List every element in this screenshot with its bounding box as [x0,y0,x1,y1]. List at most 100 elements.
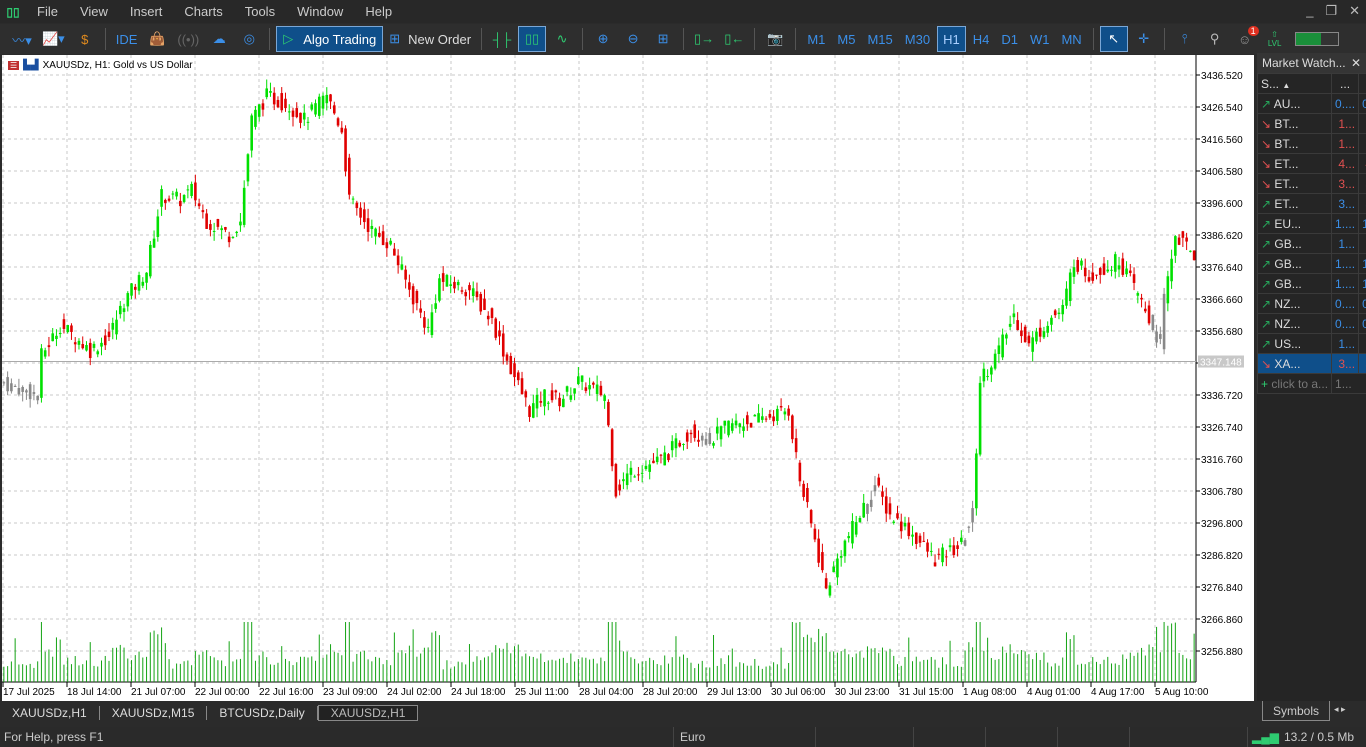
candle-body [520,378,524,395]
ask-value: 1.... [1358,273,1366,294]
menu-help[interactable]: Help [365,4,393,19]
ide-button[interactable]: IDE [115,31,138,47]
ask-value: 1.... [1358,253,1366,274]
market-watch-row[interactable]: ↘ XA... 3...3... [1256,353,1366,374]
close-icon[interactable]: ✕ [1349,3,1360,18]
menu-view[interactable]: View [79,4,108,19]
timeframe-h4[interactable]: H4 [972,31,990,47]
symbol-name: BT... [1274,116,1299,131]
market-watch-row[interactable]: ↗ GB... 1....1.... [1256,273,1366,294]
column-symbol[interactable]: S... ▲ [1256,73,1333,94]
connection-signal-icon: ▂▄▆ [1252,730,1279,744]
candle-body [404,269,407,280]
timeframe-m15[interactable]: M15 [867,31,893,47]
menu-file[interactable]: File [37,4,58,19]
cursor-icon[interactable]: ↖ [1099,26,1128,52]
candle-body [1106,269,1110,272]
menu-tools[interactable]: Tools [244,4,276,19]
market-watch-row[interactable]: ↗ NZ... 0....0.... [1256,313,1366,334]
time-tick-label: 23 Jul 09:00 [323,687,378,698]
tab-btcusdz-daily[interactable]: BTCUSDz,Daily [207,706,318,720]
tab-xauusdz-h1[interactable]: XAUUSDz,H1 [0,706,100,720]
market-watch-row[interactable]: ↗ AU... 0....0.... [1256,93,1366,114]
restore-icon[interactable]: ❐ [1325,3,1338,18]
candle-body [1132,274,1136,283]
indicators-dropdown-icon[interactable]: 📈▾ [42,31,65,46]
zoom-out-icon[interactable]: ⊖ [627,31,639,46]
algo-trading-label: Algo Trading [303,31,377,47]
bid-value: 3... [1331,353,1360,374]
timeframe-d1[interactable]: D1 [1001,31,1018,47]
close-icon[interactable]: ✕ [1350,56,1361,70]
minimize-icon[interactable]: _ [1306,3,1314,18]
timeframe-m5[interactable]: M5 [837,31,856,47]
market-watch-row[interactable]: ↘ BT... 1...1... [1256,133,1366,154]
vertical-line-icon[interactable]: ⫯ [1181,31,1188,46]
candle-body [411,286,415,305]
menu-icon[interactable]: ☰ [8,61,20,70]
zoom-in-icon[interactable]: ⊕ [597,31,609,46]
market-watch-row[interactable]: ↗ EU... 1....1.... [1256,213,1366,234]
cloud-icon[interactable]: ☁ [212,31,226,46]
dollar-icon[interactable]: $ [81,31,89,47]
algo-trading-button[interactable]: ▷ Algo Trading [276,26,384,52]
timeframe-m30[interactable]: M30 [904,31,931,47]
autoscroll-icon[interactable]: ▯← [724,31,745,46]
candlestick-chart[interactable]: 3436.520 3426.540 3416.560 3406.580 3396.600… [2,55,1254,701]
candle-body [269,90,272,93]
candle-body [235,231,238,234]
search-icon[interactable]: ⚲ [1209,31,1220,46]
market-watch-row[interactable]: ↘ BT... 1...1... [1256,113,1366,134]
add-symbol-row[interactable]: + click to a... 1... [1256,373,1366,394]
market-watch-row[interactable]: ↗ NZ... 0....0.... [1256,293,1366,314]
candle-body [175,191,178,197]
crosshair-icon[interactable]: ✛ [1138,31,1150,46]
menu-insert[interactable]: Insert [129,4,163,19]
market-watch-row[interactable]: ↗ GB... 1....1.... [1256,253,1366,274]
market-watch-row[interactable]: ↗ GB... 1...1... [1256,233,1366,254]
tab-xauusdz-h1-active[interactable]: XAUUSDz,H1 [317,705,419,721]
vps-icon[interactable]: ◎ [243,31,255,46]
menu-charts[interactable]: Charts [184,4,223,19]
chart-shift-icon[interactable]: ▯→ [694,31,715,46]
market-watch-row[interactable]: ↘ ET... 4...4... [1256,153,1366,174]
one-click-trading-icon[interactable]: ▙▟ [23,60,39,71]
market-watch-row[interactable]: ↗ US... 1...1... [1256,333,1366,354]
notifications-button[interactable]: ☺ 1 [1231,26,1259,52]
line-chart-icon[interactable]: ∿ [556,31,568,46]
timeframe-w1[interactable]: W1 [1029,31,1050,47]
candle-body [843,540,847,557]
line-chart-dropdown-icon[interactable]: 〰▾ [12,32,32,48]
timeframe-m1[interactable]: M1 [807,31,826,47]
time-tick-label: 5 Aug 10:00 [1155,687,1209,698]
candle-body [956,545,959,549]
screenshot-icon[interactable]: 📷 [767,31,784,46]
candlestick-icon[interactable]: ▯▯ [518,26,547,52]
scroll-arrows-icon[interactable]: ◂ ▸ [1334,704,1346,714]
column-ask[interactable]: ... [1358,73,1366,94]
candle-body [1091,272,1095,281]
candle-body [967,526,971,528]
tile-windows-icon[interactable]: ⊞ [657,31,669,46]
signals-icon[interactable]: ((•)) [177,31,200,47]
tab-xauusdz-m15[interactable]: XAUUSDz,M15 [100,706,208,720]
market-watch-row[interactable]: ↗ ET... 3...3... [1256,193,1366,214]
candle-body [607,401,610,426]
timeframe-h1[interactable]: H1 [937,26,966,52]
candle-body [1155,331,1158,343]
column-bid[interactable]: ... [1331,73,1360,94]
bar-chart-icon[interactable]: ┤├ [492,31,512,47]
market-watch-row[interactable]: ↘ ET... 3...3... [1256,173,1366,194]
new-order-button[interactable]: ⊞ New Order [385,26,475,52]
tab-symbols[interactable]: Symbols [1262,701,1331,721]
candle-body [423,317,426,328]
chart-window[interactable]: 3436.520 3426.540 3416.560 3406.580 3396.600… [2,55,1254,701]
candle-body [907,522,911,537]
candle-body [291,110,295,117]
timeframe-mn[interactable]: MN [1061,31,1082,47]
menu-window[interactable]: Window [297,4,344,19]
candle-body [749,422,753,428]
market-bag-icon[interactable]: 👜 [149,31,166,46]
level-button[interactable]: ⇧ LVL [1267,30,1282,48]
candle-body [261,103,265,110]
